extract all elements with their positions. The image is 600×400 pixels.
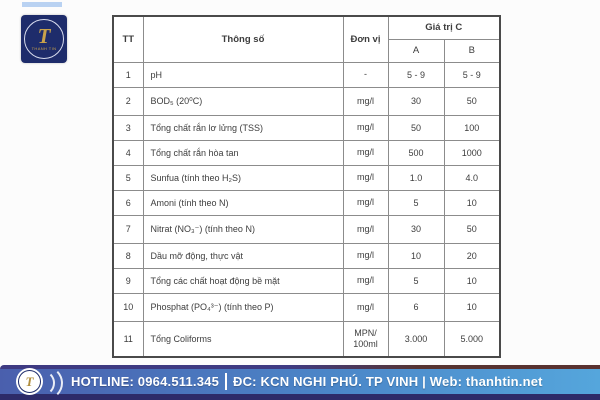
footer-address-web: ĐC: KCN NGHI PHÚ. TP VINH | Web: thanhti… bbox=[233, 374, 543, 389]
footer-hotline: HOTLINE: 0964.511.345 bbox=[71, 374, 219, 389]
table-header-row-1: TT Thông số Đơn vị Giá trị C bbox=[112, 15, 501, 63]
cell-unit: - bbox=[342, 61, 389, 88]
footer-bottom-strip bbox=[0, 394, 600, 400]
footer-top-strip bbox=[0, 365, 600, 369]
table-body: 1 pH - 5 - 9 5 - 9 2 BOD₅ (20⁰C) mg/l 30… bbox=[112, 61, 501, 358]
cell-parameter: Tổng chất rắn lơ lửng (TSS) bbox=[142, 114, 344, 141]
cell-parameter: Tổng chất rắn hòa tan bbox=[142, 139, 344, 166]
cell-tt: 1 bbox=[112, 61, 144, 88]
cell-unit: mg/l bbox=[342, 139, 389, 166]
cell-value-a: 1.0 bbox=[387, 164, 445, 191]
table-row: 9 Tổng các chất hoạt động bề mặt mg/l 5 … bbox=[112, 267, 501, 294]
cell-value-b: 10 bbox=[443, 189, 501, 216]
cell-tt: 7 bbox=[112, 214, 144, 244]
footer-contact-line: HOTLINE: 0964.511.345 ĐC: KCN NGHI PHÚ. … bbox=[71, 373, 543, 390]
cell-value-a: 5 bbox=[387, 189, 445, 216]
footer-bar: T HOTLINE: 0964.511.345 ĐC: KCN NGHI PHÚ… bbox=[0, 365, 600, 400]
cell-tt: 5 bbox=[112, 164, 144, 191]
cell-tt: 9 bbox=[112, 267, 144, 294]
table-row: 11 Tổng Coliforms MPN/ 100ml 3.000 5.000 bbox=[112, 320, 501, 358]
cell-parameter: pH bbox=[142, 61, 344, 88]
cell-tt: 10 bbox=[112, 292, 144, 322]
brand-logo-text: THANH TIN bbox=[31, 46, 57, 51]
header-unit: Đơn vị bbox=[342, 15, 389, 63]
footer-brand-icon: T bbox=[16, 368, 43, 395]
signal-arcs-icon bbox=[43, 366, 63, 400]
cell-value-a: 3.000 bbox=[387, 320, 445, 358]
cell-value-a: 5 - 9 bbox=[387, 61, 445, 88]
header-tt: TT bbox=[112, 15, 144, 63]
cell-value-a: 30 bbox=[387, 214, 445, 244]
cell-tt: 4 bbox=[112, 139, 144, 166]
cell-value-b: 50 bbox=[443, 214, 501, 244]
footer-main-bar: T HOTLINE: 0964.511.345 ĐC: KCN NGHI PHÚ… bbox=[0, 366, 600, 400]
cell-parameter: Nitrat (NO₃⁻) (tính theo N) bbox=[142, 214, 344, 244]
cell-unit: MPN/ 100ml bbox=[342, 320, 389, 358]
cell-value-a: 50 bbox=[387, 114, 445, 141]
table-row: 10 Phosphat (PO₄³⁻) (tính theo P) mg/l 6… bbox=[112, 292, 501, 322]
cell-value-b: 10 bbox=[443, 292, 501, 322]
cell-unit: mg/l bbox=[342, 189, 389, 216]
cell-parameter: BOD₅ (20⁰C) bbox=[142, 86, 344, 116]
cell-unit: mg/l bbox=[342, 114, 389, 141]
brand-logo: T THANH TIN bbox=[21, 15, 67, 63]
cell-value-b: 1000 bbox=[443, 139, 501, 166]
cell-unit: mg/l bbox=[342, 86, 389, 116]
cell-parameter: Phosphat (PO₄³⁻) (tính theo P) bbox=[142, 292, 344, 322]
table-row: 7 Nitrat (NO₃⁻) (tính theo N) mg/l 30 50 bbox=[112, 214, 501, 244]
table-row: 4 Tổng chất rắn hòa tan mg/l 500 1000 bbox=[112, 139, 501, 166]
table-row: 5 Sunfua (tính theo H₂S) mg/l 1.0 4.0 bbox=[112, 164, 501, 191]
brand-logo-ring: T THANH TIN bbox=[24, 19, 64, 59]
footer-brand-icon-letter: T bbox=[25, 374, 34, 389]
cell-value-b: 4.0 bbox=[443, 164, 501, 191]
table-header: TT Thông số Đơn vị Giá trị C A B bbox=[112, 15, 501, 63]
cell-value-b: 20 bbox=[443, 242, 501, 269]
cell-parameter: Dầu mỡ động, thực vật bbox=[142, 242, 344, 269]
top-artifact-strip bbox=[22, 2, 62, 7]
cell-unit: mg/l bbox=[342, 292, 389, 322]
header-col-a: A bbox=[387, 38, 445, 63]
cell-value-a: 5 bbox=[387, 267, 445, 294]
cell-unit: mg/l bbox=[342, 214, 389, 244]
cell-value-b: 5.000 bbox=[443, 320, 501, 358]
cell-tt: 3 bbox=[112, 114, 144, 141]
cell-value-b: 100 bbox=[443, 114, 501, 141]
header-value-group: Giá trị C bbox=[387, 15, 501, 40]
cell-parameter: Tổng các chất hoạt động bề mặt bbox=[142, 267, 344, 294]
cell-tt: 2 bbox=[112, 86, 144, 116]
cell-value-b: 50 bbox=[443, 86, 501, 116]
cell-unit: mg/l bbox=[342, 164, 389, 191]
cell-tt: 8 bbox=[112, 242, 144, 269]
cell-value-b: 5 - 9 bbox=[443, 61, 501, 88]
cell-value-a: 500 bbox=[387, 139, 445, 166]
table-row: 3 Tổng chất rắn lơ lửng (TSS) mg/l 50 10… bbox=[112, 114, 501, 141]
table-row: 6 Amoni (tính theo N) mg/l 5 10 bbox=[112, 189, 501, 216]
water-quality-table: TT Thông số Đơn vị Giá trị C A B 1 pH - … bbox=[112, 15, 502, 358]
cell-tt: 11 bbox=[112, 320, 144, 358]
table-row: 2 BOD₅ (20⁰C) mg/l 30 50 bbox=[112, 86, 501, 116]
footer-brand-icon-ring: T bbox=[18, 370, 41, 393]
cell-parameter: Sunfua (tính theo H₂S) bbox=[142, 164, 344, 191]
cell-value-a: 6 bbox=[387, 292, 445, 322]
cell-parameter: Tổng Coliforms bbox=[142, 320, 344, 358]
cell-tt: 6 bbox=[112, 189, 144, 216]
table-row: 1 pH - 5 - 9 5 - 9 bbox=[112, 61, 501, 88]
header-parameter: Thông số bbox=[142, 15, 344, 63]
cell-value-b: 10 bbox=[443, 267, 501, 294]
header-col-b: B bbox=[443, 38, 501, 63]
cell-unit: mg/l bbox=[342, 242, 389, 269]
cell-unit: mg/l bbox=[342, 267, 389, 294]
footer-divider bbox=[225, 373, 227, 390]
cell-value-a: 30 bbox=[387, 86, 445, 116]
table-row: 8 Dầu mỡ động, thực vật mg/l 10 20 bbox=[112, 242, 501, 269]
cell-parameter: Amoni (tính theo N) bbox=[142, 189, 344, 216]
cell-value-a: 10 bbox=[387, 242, 445, 269]
brand-logo-letter: T bbox=[37, 24, 51, 48]
